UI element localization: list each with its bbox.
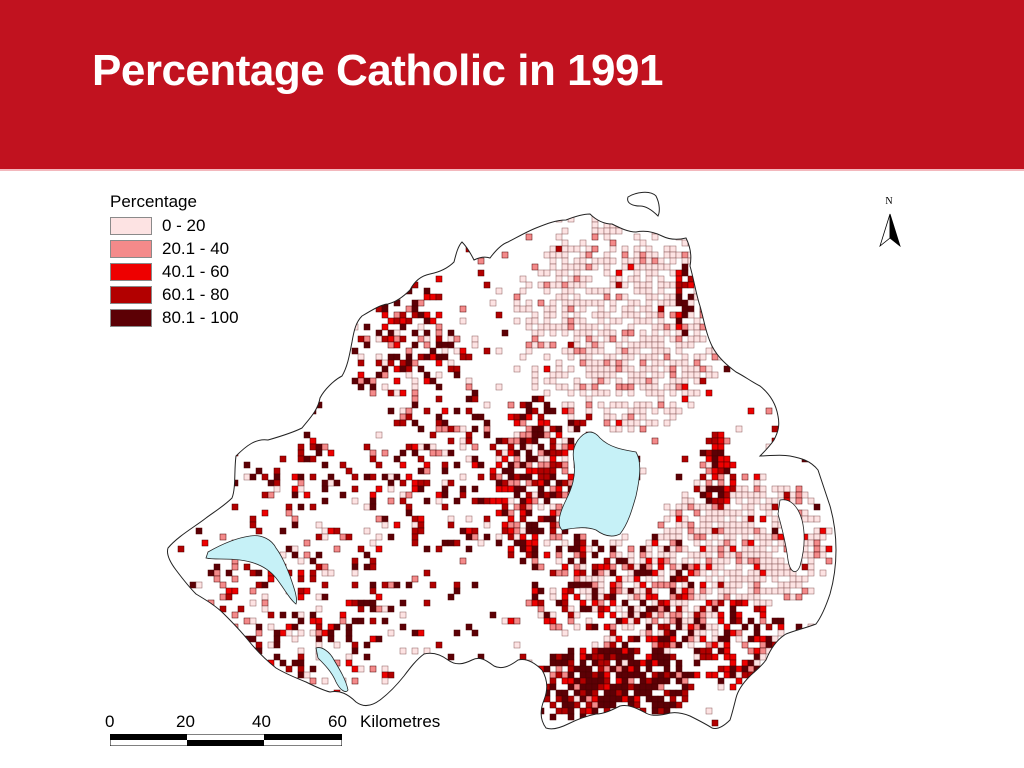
northern-ireland-outline bbox=[167, 213, 837, 730]
legend-label: 0 - 20 bbox=[162, 215, 206, 235]
legend-swatch bbox=[110, 262, 152, 281]
legend-swatch bbox=[110, 239, 152, 258]
map-legend: Percentage 0 - 20 20.1 - 40 40.1 - 60 60… bbox=[110, 192, 239, 329]
legend-item: 0 - 20 bbox=[110, 214, 239, 237]
header-divider bbox=[0, 169, 1024, 171]
strangford-lough bbox=[777, 499, 805, 573]
slide-header bbox=[0, 0, 1024, 169]
slide-title: Percentage Catholic in 1991 bbox=[92, 46, 663, 95]
map-grid-cells bbox=[167, 214, 836, 729]
north-arrow-icon bbox=[879, 213, 901, 248]
north-label: N bbox=[885, 196, 893, 207]
scale-tick: 40 bbox=[252, 712, 271, 731]
north-arrow: N bbox=[876, 196, 906, 250]
legend-label: 40.1 - 60 bbox=[162, 261, 230, 281]
scale-tick: 0 bbox=[105, 712, 115, 731]
legend-label: 20.1 - 40 bbox=[162, 238, 230, 258]
legend-label: 80.1 - 100 bbox=[162, 307, 239, 327]
scale-tick: 60 bbox=[328, 712, 347, 731]
legend-swatch bbox=[110, 285, 152, 304]
legend-item: 80.1 - 100 bbox=[110, 306, 239, 329]
legend-title: Percentage bbox=[110, 192, 197, 211]
legend-item: 20.1 - 40 bbox=[110, 237, 239, 260]
legend-item: 60.1 - 80 bbox=[110, 283, 239, 306]
upper-lough-erne bbox=[315, 647, 349, 692]
choropleth-map bbox=[167, 191, 837, 730]
lower-lough-erne bbox=[205, 535, 297, 605]
legend-swatch bbox=[110, 216, 152, 235]
legend-item: 40.1 - 60 bbox=[110, 260, 239, 283]
scale-bar-graphic bbox=[110, 734, 342, 746]
scale-unit: Kilometres bbox=[360, 712, 441, 731]
lough-neagh bbox=[558, 431, 641, 537]
rathlin-island-outline bbox=[627, 191, 660, 217]
legend-label: 60.1 - 80 bbox=[162, 284, 230, 304]
legend-swatch bbox=[110, 308, 152, 327]
scale-tick: 20 bbox=[176, 712, 195, 731]
